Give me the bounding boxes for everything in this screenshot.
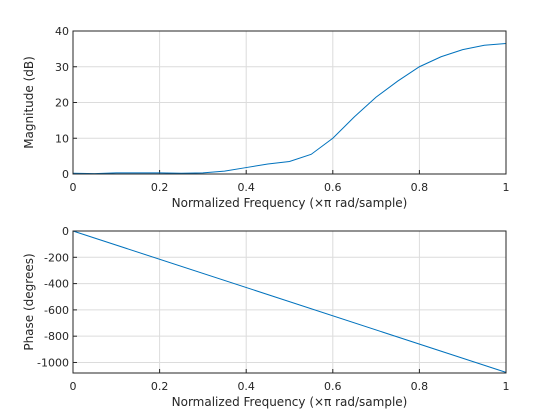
phase-x-tick-label: 0.2 bbox=[151, 380, 169, 393]
magnitude-y-axis-label: Magnitude (dB) bbox=[22, 56, 36, 149]
phase-x-tick-label: 0.4 bbox=[237, 380, 255, 393]
magnitude-x-tick-label: 0 bbox=[70, 181, 77, 194]
phase-y-tick-label: -800 bbox=[44, 330, 69, 343]
magnitude-y-tick-label: 0 bbox=[62, 168, 69, 181]
phase-plot: 0 0.2 0.4 0.6 0.8 1 0 -200 -400 -600 -800 -1000 Norm… bbox=[22, 225, 510, 409]
phase-y-tick-label: -200 bbox=[44, 251, 69, 264]
phase-y-tick-label: -400 bbox=[44, 278, 69, 291]
phase-x-tick-label: 0.6 bbox=[324, 380, 342, 393]
phase-y-tick-label: 0 bbox=[62, 225, 69, 238]
magnitude-x-tick-label: 0.4 bbox=[237, 181, 255, 194]
magnitude-x-axis-label: Normalized Frequency (×π rad/sample) bbox=[172, 196, 408, 210]
phase-y-tick-label: -600 bbox=[44, 304, 69, 317]
magnitude-x-tick-label: 0.8 bbox=[411, 181, 429, 194]
magnitude-response-line bbox=[72, 43, 507, 175]
phase-x-tick-label: 0.8 bbox=[411, 380, 429, 393]
phase-x-tick-label: 0 bbox=[70, 380, 77, 393]
magnitude-y-tick-label: 30 bbox=[55, 61, 69, 74]
phase-y-tick-label: -1000 bbox=[37, 356, 69, 369]
phase-x-axis-label: Normalized Frequency (×π rad/sample) bbox=[172, 395, 408, 409]
magnitude-y-tick-label: 20 bbox=[55, 97, 69, 110]
magnitude-x-tick-label: 0.2 bbox=[151, 181, 169, 194]
magnitude-y-tick-label: 40 bbox=[55, 25, 69, 38]
phase-axes-frame bbox=[72, 230, 507, 374]
phase-y-axis-label: Phase (degrees) bbox=[22, 253, 36, 350]
magnitude-x-tick-label: 1 bbox=[503, 181, 510, 194]
phase-response-line bbox=[72, 230, 507, 373]
phase-x-tick-label: 1 bbox=[503, 380, 510, 393]
magnitude-x-tick-label: 0.6 bbox=[324, 181, 342, 194]
magnitude-y-tick-label: 10 bbox=[55, 132, 69, 145]
magnitude-axes-frame bbox=[72, 30, 507, 175]
